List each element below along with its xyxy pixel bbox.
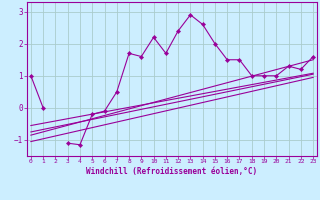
- X-axis label: Windchill (Refroidissement éolien,°C): Windchill (Refroidissement éolien,°C): [86, 167, 258, 176]
